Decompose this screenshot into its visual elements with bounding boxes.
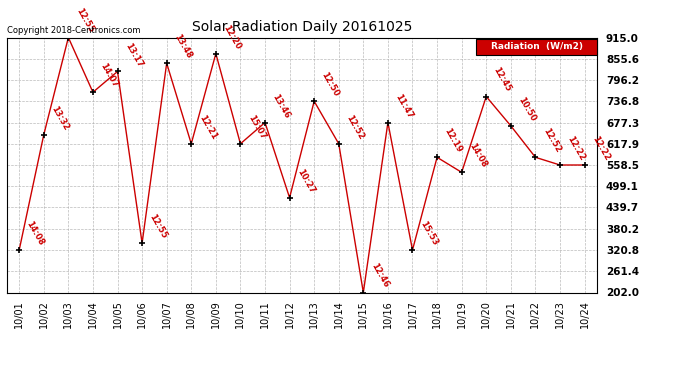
Text: 12:55: 12:55: [148, 213, 169, 240]
Text: 10:50: 10:50: [516, 96, 538, 123]
Text: 12:50: 12:50: [319, 71, 341, 99]
Text: 10:27: 10:27: [295, 167, 316, 195]
Text: Copyright 2018-Centronics.com: Copyright 2018-Centronics.com: [7, 26, 140, 35]
Text: 12:55: 12:55: [74, 7, 95, 35]
Text: 14:08: 14:08: [467, 142, 489, 170]
Text: 13:32: 13:32: [49, 105, 70, 132]
Text: 13:48: 13:48: [172, 33, 193, 60]
Text: 12:52: 12:52: [344, 113, 366, 141]
Text: 13:17: 13:17: [123, 41, 144, 69]
Title: Solar Radiation Daily 20161025: Solar Radiation Daily 20161025: [192, 20, 412, 33]
Text: 12:45: 12:45: [492, 66, 513, 94]
Text: 14:08: 14:08: [25, 220, 46, 247]
Text: 15:53: 15:53: [418, 220, 440, 247]
Text: 12:22: 12:22: [590, 135, 611, 162]
Bar: [476, 39, 597, 56]
Text: 14:07: 14:07: [99, 62, 119, 90]
Text: 12:21: 12:21: [197, 113, 218, 141]
Text: 13:46: 13:46: [270, 92, 292, 120]
Text: 11:47: 11:47: [393, 92, 415, 120]
Text: 12:52: 12:52: [541, 127, 562, 154]
Text: 15:07: 15:07: [246, 113, 267, 141]
Text: 12:20: 12:20: [221, 23, 243, 51]
Text: 12:46: 12:46: [369, 262, 390, 290]
Text: 12:19: 12:19: [442, 127, 464, 154]
Text: Radiation  (W/m2): Radiation (W/m2): [491, 42, 582, 51]
Text: 12:22: 12:22: [566, 135, 586, 162]
